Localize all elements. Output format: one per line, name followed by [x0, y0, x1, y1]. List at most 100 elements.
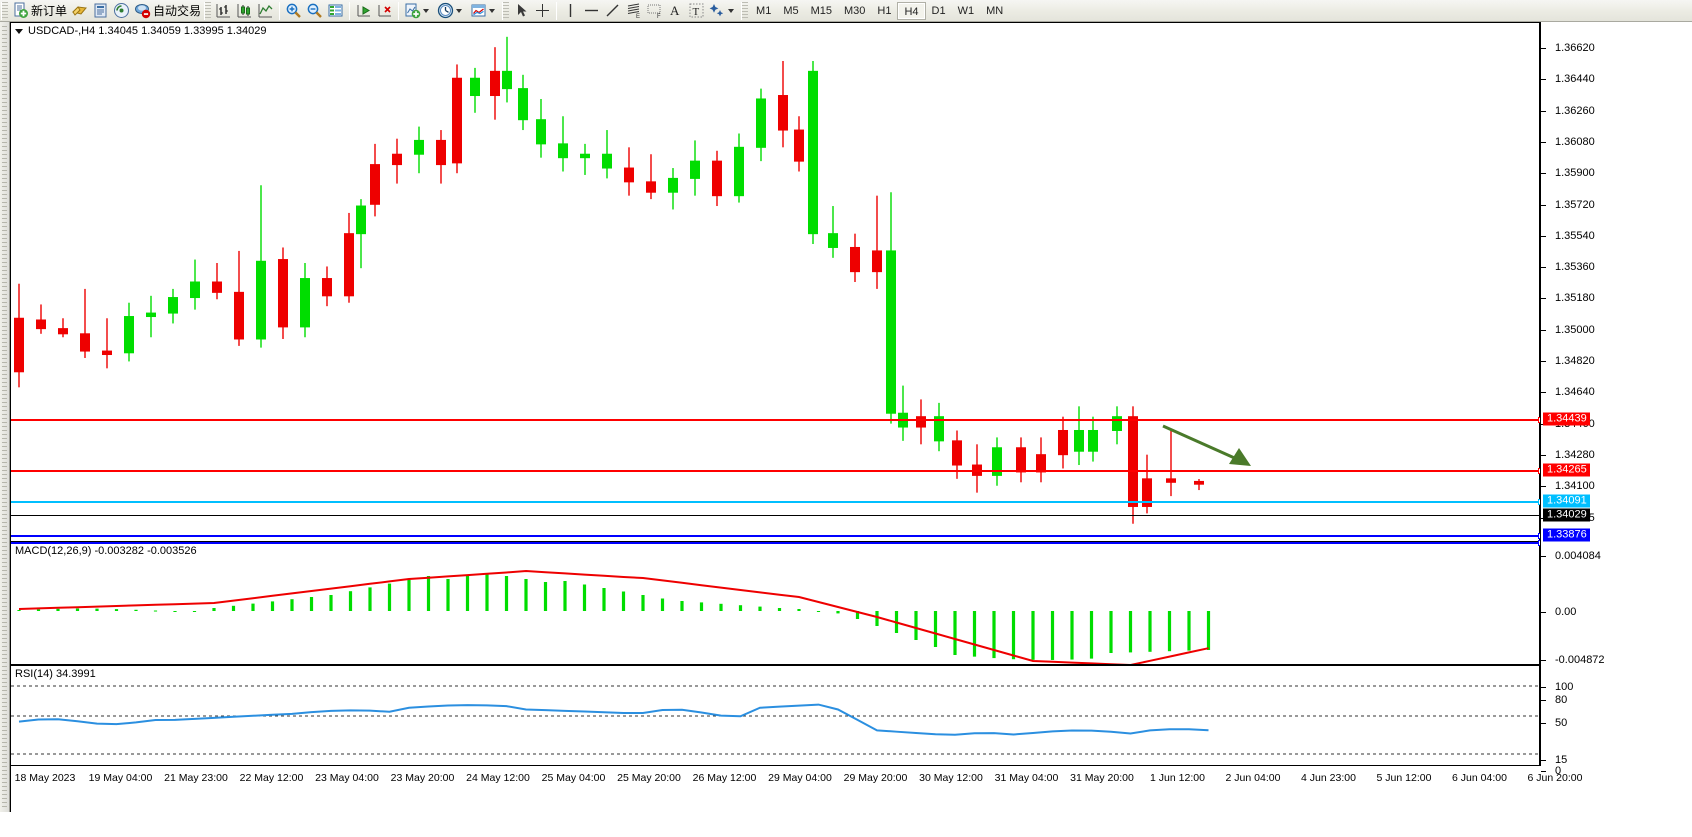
chart-header[interactable]: USDCAD-,H4 1.34045 1.34059 1.33995 1.340…	[15, 25, 267, 37]
rsi-scale[interactable]: 100 80 50 15 0	[1541, 665, 1692, 777]
downtrend-arrow[interactable]	[1151, 418, 1261, 473]
resistance-line-1[interactable]	[11, 417, 1544, 423]
toolbar-grip[interactable]	[1, 1, 8, 20]
timeframe-h4[interactable]: H4	[897, 1, 926, 20]
price-panel[interactable]: USDCAD-,H4 1.34045 1.34059 1.33995 1.340…	[10, 22, 1544, 542]
price-tickmark	[1541, 235, 1546, 237]
left-scrollbar-grip[interactable]	[2, 26, 7, 808]
symbol-dropdown-caret-icon[interactable]	[15, 27, 24, 36]
clock-icon	[437, 2, 454, 19]
macd-panel[interactable]: MACD(12,26,9) -0.003282 -0.003526	[10, 540, 1544, 665]
toolbar-grip-4[interactable]	[741, 1, 749, 20]
indicators-button[interactable]	[402, 1, 435, 21]
periods-button[interactable]	[435, 1, 468, 21]
timeframe-mn[interactable]: MN	[986, 4, 1004, 17]
data-window-button[interactable]	[325, 1, 346, 21]
macd-tick-label: 0.00	[1555, 606, 1577, 618]
time-axis-label: 19 May 04:00	[88, 772, 153, 784]
bid-line[interactable]	[11, 499, 1544, 505]
chevron-down-icon[interactable]	[423, 8, 430, 13]
vertical-line-button[interactable]	[560, 1, 581, 21]
auto-trading-button[interactable]: 自动交易	[132, 1, 203, 21]
timeframe-h1[interactable]: H1	[877, 4, 892, 17]
fibonacci-button[interactable]: E	[623, 1, 644, 21]
timeframe-m30[interactable]: M30	[844, 4, 866, 17]
price-tickmark	[1541, 48, 1546, 49]
timeframe-m5[interactable]: M5	[783, 4, 799, 17]
metaeditor-button[interactable]	[90, 1, 111, 21]
rsi-tickmark	[1541, 687, 1546, 688]
timeframe-d1[interactable]: D1	[931, 4, 946, 17]
price-marker-red[interactable]: 1.34439	[1543, 412, 1590, 426]
cursor-tool-button[interactable]	[511, 1, 532, 21]
toolbar-grip-2[interactable]	[204, 1, 212, 20]
macd-scale[interactable]: 0.004084 0.00 -0.004872	[1541, 542, 1692, 666]
rsi-panel[interactable]: RSI(14) 34.3991	[10, 665, 1540, 766]
price-tickmark	[1541, 204, 1546, 206]
chevron-down-icon-4[interactable]	[728, 8, 735, 13]
crosshair-tool-button[interactable]	[532, 1, 553, 21]
timeframe-m15[interactable]: M15	[810, 4, 832, 17]
auto-scroll-button[interactable]	[353, 1, 374, 21]
time-axis[interactable]: 18 May 2023 19 May 04:00 21 May 23:00 22 Ma…	[10, 766, 1582, 812]
chart-workspace: USDCAD-,H4 1.34045 1.34059 1.33995 1.340…	[0, 22, 1692, 837]
symbol-ohlc-label: USDCAD-,H4 1.34045 1.34059 1.33995 1.340…	[28, 25, 267, 37]
time-axis-label: 30 May 12:00	[919, 772, 983, 784]
line-chart-button[interactable]	[255, 1, 276, 21]
price-marker-black[interactable]: 1.34029	[1543, 508, 1590, 522]
signals-button[interactable]	[111, 1, 132, 21]
expert-advisors-button[interactable]	[69, 1, 90, 21]
price-scale[interactable]: 1.36620 1.36440 1.36260 1.36080 1.35900 1.357…	[1541, 22, 1692, 565]
toolbar-separator-3	[398, 1, 400, 20]
time-axis-label: 29 May 20:00	[843, 772, 908, 784]
macd-tickmark	[1541, 612, 1546, 613]
toolbar-separator-2	[349, 1, 351, 20]
text-box-button[interactable]: T	[686, 1, 707, 21]
support-line-2[interactable]	[11, 540, 1544, 546]
crosshair-icon	[534, 2, 551, 19]
price-tick-label: 1.36260	[1555, 104, 1595, 117]
zoom-out-button[interactable]	[304, 1, 325, 21]
bar-chart-button[interactable]	[213, 1, 234, 21]
channel-button[interactable]: F	[644, 1, 665, 21]
price-tick-label: 1.36080	[1555, 135, 1595, 148]
data-window-icon	[327, 2, 344, 19]
horizontal-line-button[interactable]	[581, 1, 602, 21]
trendline-icon	[604, 2, 621, 19]
price-marker-blue[interactable]: 1.33876	[1543, 528, 1590, 542]
auto-trading-label: 自动交易	[153, 4, 202, 18]
shapes-button[interactable]	[707, 1, 740, 21]
chevron-down-icon-2[interactable]	[456, 8, 463, 13]
text-label-button[interactable]: A	[665, 1, 686, 21]
gold-bar-icon	[71, 2, 88, 19]
price-marker-cyan[interactable]: 1.34091	[1543, 494, 1590, 508]
chart-shift-button[interactable]	[374, 1, 395, 21]
timeframe-w1[interactable]: W1	[957, 4, 975, 17]
left-scrollbar[interactable]	[0, 22, 10, 812]
toolbar-grip-3[interactable]	[502, 1, 510, 20]
price-tick-label: 1.35540	[1555, 229, 1595, 242]
zoom-in-button[interactable]	[283, 1, 304, 21]
rsi-tick-label: 50	[1555, 717, 1568, 729]
time-axis-label: 26 May 12:00	[692, 772, 757, 784]
resistance-line-2[interactable]	[11, 468, 1544, 474]
text-box-icon: T	[688, 2, 705, 19]
templates-button[interactable]	[468, 1, 501, 21]
main-toolbar: 新订单	[0, 0, 1692, 22]
chevron-down-icon-3[interactable]	[489, 8, 496, 13]
price-tick-label: 1.34100	[1555, 480, 1595, 493]
price-tick-label: 1.34640	[1555, 386, 1595, 399]
toolbar-separator-1	[279, 1, 281, 20]
rsi-tickmark	[1541, 760, 1546, 761]
new-order-button[interactable]: 新订单	[10, 1, 69, 21]
rsi-tickmark	[1541, 700, 1546, 701]
price-marker-red[interactable]: 1.34265	[1543, 463, 1590, 477]
support-line-1[interactable]	[11, 533, 1544, 539]
macd-tick-label: -0.004872	[1555, 654, 1605, 666]
timeframe-m1[interactable]: M1	[756, 4, 772, 17]
trendline-button[interactable]	[602, 1, 623, 21]
candlestick-chart-button[interactable]	[234, 1, 255, 21]
svg-text:F: F	[657, 14, 661, 19]
time-axis-label: 2 Jun 04:00	[1225, 772, 1281, 784]
time-axis-label: 23 May 20:00	[390, 772, 455, 784]
